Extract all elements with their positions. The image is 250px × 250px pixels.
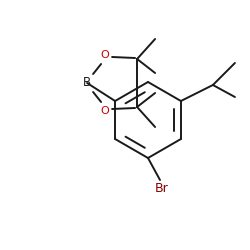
Text: O: O (101, 50, 110, 60)
Text: B: B (83, 76, 91, 90)
Text: O: O (101, 106, 110, 116)
Text: Br: Br (155, 182, 169, 194)
